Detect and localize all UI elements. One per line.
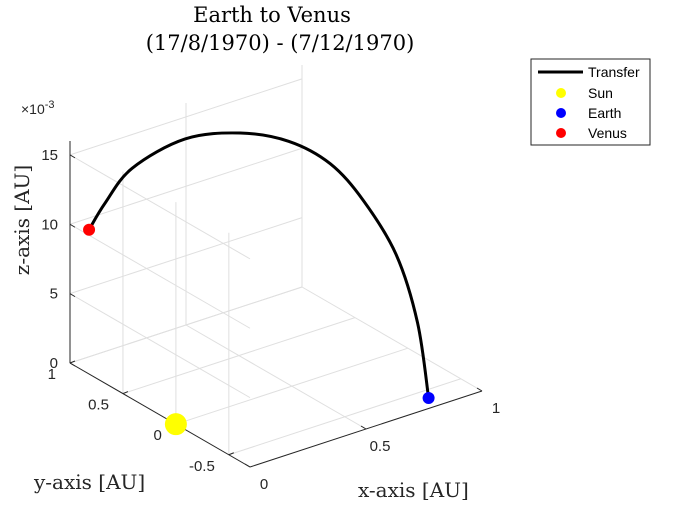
legend-entry-earth: Earth	[556, 105, 621, 121]
legend-label-venus: Venus	[588, 125, 627, 141]
grid-line-back-z	[69, 217, 303, 295]
legend-label-sun: Sun	[588, 85, 613, 101]
legend-label-earth: Earth	[588, 105, 621, 121]
y-tick-label: 1	[48, 366, 56, 383]
grid-layer	[69, 65, 483, 468]
chart-title-line-2: (17/8/1970) - (7/12/1970)	[146, 31, 415, 55]
grid-line-back-z	[69, 78, 303, 156]
x-axis-label: x-axis [AU]	[358, 478, 469, 502]
legend-entry-venus: Venus	[556, 125, 627, 141]
y-tick-mark	[122, 391, 129, 395]
legend-marker-sun	[556, 88, 566, 98]
data-layer	[83, 131, 435, 436]
grid-line-floor-y	[175, 347, 409, 425]
chart-title-line-1: Earth to Venus	[193, 3, 351, 27]
legend-entry-transfer: Transfer	[538, 64, 640, 80]
legend-label-transfer: Transfer	[588, 64, 640, 80]
z-axis-label: z-axis [AU]	[10, 165, 34, 275]
legend-marker-venus	[556, 128, 566, 138]
grid-line-side-z	[69, 154, 251, 260]
grid-line-back-z	[69, 147, 303, 225]
y-tick-label: -0.5	[189, 458, 215, 475]
x-tick-mark	[244, 463, 251, 468]
z-tick-mark	[69, 223, 76, 228]
grid-line-floor-x	[301, 286, 483, 392]
grid-line-floor-y	[228, 378, 461, 456]
y-axis-label: y-axis [AU]	[33, 470, 145, 494]
axes-layer	[69, 141, 483, 468]
z-tick-mark	[69, 154, 76, 159]
series-line-transfer	[87, 131, 431, 400]
grid-line-side-z	[69, 223, 251, 329]
z-tick-label: 15	[41, 147, 58, 164]
z-tick-mark	[69, 362, 76, 367]
grid-line-side-z	[69, 293, 251, 399]
x-tick-label: 0.5	[370, 438, 391, 455]
grid-line-floor-x	[185, 324, 367, 430]
y-tick-label: 0.5	[88, 397, 109, 414]
x-tick-mark	[476, 387, 483, 392]
y-tick-label: 0	[154, 427, 162, 444]
x-tick-mark	[360, 425, 367, 430]
z-tick-label: 10	[41, 216, 58, 233]
z-tick-mark	[69, 293, 76, 298]
legend-entry-sun: Sun	[556, 85, 613, 101]
y-tick-mark	[69, 360, 76, 364]
y-tick-mark	[228, 452, 235, 456]
z-exponent-base: ×10	[21, 101, 45, 117]
grid-line-back-z	[69, 286, 303, 364]
z-tick-label: 0	[50, 355, 58, 372]
z-exponent-label: ×10-3	[21, 99, 55, 117]
z-tick-label: 5	[50, 286, 58, 303]
series-marker-sun	[164, 413, 187, 436]
series-marker-venus	[83, 223, 96, 236]
legend: Transfer Sun Earth Venus	[530, 58, 651, 146]
x-tick-label: 0	[260, 476, 268, 493]
x-tick-label: 1	[492, 400, 500, 417]
series-marker-earth	[422, 391, 435, 404]
legend-marker-earth	[556, 108, 566, 118]
z-exponent-power: -3	[45, 99, 55, 111]
y-axis-line	[69, 362, 251, 468]
grid-line-floor-y	[122, 317, 356, 395]
